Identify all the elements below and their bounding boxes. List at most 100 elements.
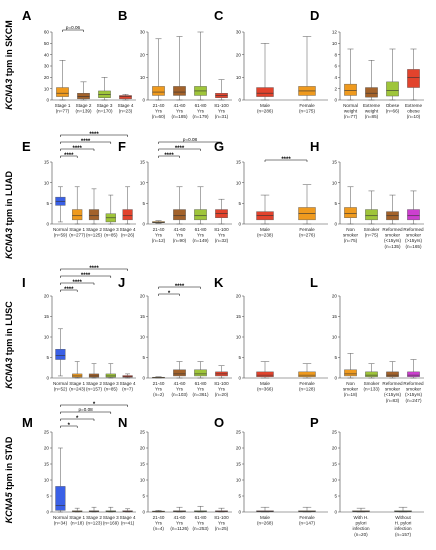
panel-h: H051015Nonsmoker(n=75)Smoker(n=75)Reform… — [310, 139, 424, 249]
category-label: Stage 2 — [86, 381, 102, 386]
category-label: Normal — [53, 515, 68, 520]
category-label: (n=75) — [365, 233, 379, 238]
significance-bracket — [158, 293, 180, 296]
category-label: 41-60 — [174, 103, 186, 108]
category-label: 81-100 — [214, 381, 229, 386]
category-label: Female — [299, 103, 315, 108]
category-label: (n=59) — [54, 233, 68, 238]
category-label: Stage 4 — [120, 515, 136, 520]
category-label: Stage 4 — [118, 103, 134, 108]
y-tick-label: 20 — [140, 52, 146, 57]
significance-label: **** — [281, 157, 291, 163]
category-label: Stage 3 — [103, 381, 119, 386]
y-tick-label: 0 — [46, 510, 49, 515]
category-label: (n=179) — [193, 114, 209, 119]
category-label: (n=276) — [299, 233, 315, 238]
significance-bracket — [158, 148, 201, 151]
y-tick-label: 0 — [142, 510, 145, 515]
significance-bracket — [62, 29, 84, 32]
panel-letter: F — [118, 139, 126, 154]
category-label: (n=366) — [257, 387, 273, 392]
category-label: Yrs — [155, 387, 163, 392]
category-label: smoker — [385, 233, 401, 238]
category-label: (n=139) — [76, 109, 92, 114]
box — [298, 371, 316, 377]
category-label: 61-80 — [195, 381, 207, 386]
panel-j: J0510152021-40Yrs(n=2)41-60Yrs(n=103)61-… — [118, 275, 232, 397]
category-label: (n=169) — [103, 521, 119, 526]
category-label: (n=103) — [172, 392, 188, 397]
category-label: Yrs — [218, 109, 226, 114]
category-label: Smoker — [364, 381, 380, 386]
significance-bracket — [158, 141, 222, 144]
y-tick-label: 15 — [332, 160, 338, 165]
y-tick-label: 5 — [238, 494, 241, 499]
y-tick-label: 5 — [142, 201, 145, 206]
category-label: Yrs — [155, 109, 163, 114]
category-label: (>15yrs) — [405, 392, 422, 397]
box — [256, 371, 274, 377]
significance-bracket — [158, 286, 201, 289]
category-label: Normal — [53, 227, 68, 232]
category-label: Non — [346, 381, 355, 386]
significance-bracket — [60, 282, 95, 285]
box — [365, 371, 378, 377]
category-label: Yrs — [218, 521, 226, 526]
category-label: (n=18) — [344, 392, 358, 397]
significance-label: **** — [73, 146, 83, 152]
y-tick-label: 10 — [236, 335, 242, 340]
category-label: Yrs — [176, 233, 184, 238]
category-label: (n=125) — [86, 233, 102, 238]
category-label: (n=149) — [193, 238, 209, 243]
y-tick-label: 0 — [46, 98, 49, 103]
category-label: 21-40 — [153, 227, 165, 232]
panel-letter: H — [310, 139, 319, 154]
panel-o: O 0 5 10 15 20 25 Male(n=268) Female(n=147) — [214, 415, 328, 526]
box — [173, 209, 186, 221]
category-label: (n=83) — [386, 398, 400, 403]
category-label: Yrs — [197, 109, 205, 114]
significance-bracket — [60, 134, 128, 137]
y-tick-label: 20 — [332, 294, 338, 299]
category-label: 61-80 — [195, 227, 207, 232]
category-label: Yrs — [197, 233, 205, 238]
category-label: (n=12) — [152, 238, 166, 243]
y-tick-label: 25 — [140, 430, 146, 435]
box — [72, 209, 83, 221]
y-tick-label: 15 — [236, 160, 242, 165]
significance-label: p=0.08 — [183, 137, 198, 142]
y-tick-label: 20 — [236, 52, 242, 57]
y-tick-label: 0 — [334, 510, 337, 515]
y-tick-label: 10 — [44, 335, 50, 340]
y-tick-label: 0 — [142, 98, 145, 103]
category-label: weight — [365, 109, 379, 114]
category-label: (n=23) — [119, 109, 133, 114]
panel-letter: J — [118, 275, 125, 290]
significance-bracket — [264, 159, 308, 162]
category-label: (n=85) — [104, 387, 118, 392]
category-label: Male — [260, 103, 270, 108]
significance-label: p=0.08 — [79, 407, 94, 412]
significance-bracket — [60, 141, 112, 144]
y-tick-label: 5 — [46, 494, 49, 499]
category-label: Reformed — [403, 381, 424, 386]
significance-bracket — [60, 289, 78, 292]
category-label: 81-100 — [214, 515, 229, 520]
y-tick-label: 20 — [236, 446, 242, 451]
panel-letter: N — [118, 415, 127, 430]
significance-bracket — [60, 411, 112, 414]
significance-bracket — [60, 404, 128, 407]
category-label: Obese — [386, 103, 400, 108]
category-label: smoker — [343, 387, 359, 392]
category-label: (<15yrs) — [384, 238, 401, 243]
y-tick-label: 10 — [236, 75, 242, 80]
significance-bracket — [60, 275, 112, 278]
y-tick-label: 0 — [142, 222, 145, 227]
category-label: Stage 4 — [120, 381, 136, 386]
category-label: Male — [260, 227, 270, 232]
category-label: (n=277) — [69, 233, 85, 238]
panel-c: C 0 10 20 30 Male(n=286) Female(n=175) — [214, 8, 328, 114]
panel-a: A 0 10 20 30 40 50 60 Stage 1(n=77) Stage 2(n=139… — [22, 8, 136, 114]
